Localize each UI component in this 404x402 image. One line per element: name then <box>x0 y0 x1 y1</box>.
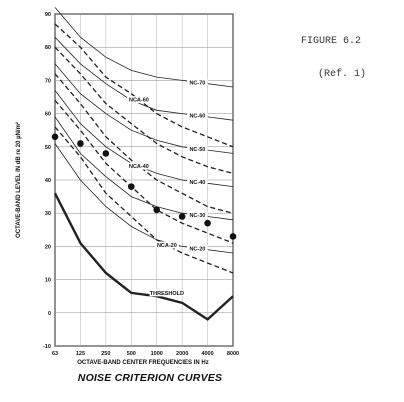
curve-label-bg <box>187 78 208 86</box>
y-tick-label: 90 <box>45 12 51 18</box>
curve-label-nc-50: NC-50 <box>189 147 205 153</box>
y-axis-title: OCTAVE-BAND LEVEL IN dB re 20 µN/m² <box>15 122 22 238</box>
curve-label-bg <box>187 145 208 153</box>
x-tick-label: 1000 <box>151 351 163 357</box>
series-line-nca-60 <box>54 23 234 148</box>
curve-label-bg <box>126 96 151 104</box>
y-tick-label: 30 <box>45 211 51 217</box>
series-line-nca-20 <box>54 126 234 274</box>
curve-label-nca-20: NCA-20 <box>157 243 177 249</box>
curve-label-bg <box>187 244 208 252</box>
curve-label-nc-30: NC-30 <box>189 213 205 219</box>
data-point <box>77 140 84 147</box>
y-tick-label: 10 <box>45 278 51 284</box>
data-point <box>51 133 59 141</box>
curve-label-nca-40: NCA-40 <box>129 164 149 170</box>
y-tick-label: -10 <box>43 344 51 350</box>
figure-label: FIGURE 6.2 <box>301 36 362 47</box>
curve-label-bg <box>154 241 179 249</box>
series-line-nca-40 <box>54 73 234 214</box>
y-tick-label: 60 <box>45 112 51 118</box>
y-tick-label: 0 <box>48 311 51 317</box>
x-tick-label: 500 <box>127 351 136 357</box>
curve-label-bg <box>187 211 208 219</box>
curve-label-bg <box>187 112 208 120</box>
x-axis-title: OCTAVE-BAND CENTER FREQUENCIES IN Hz <box>77 360 208 366</box>
y-tick-label: 50 <box>45 145 51 151</box>
measured-points <box>51 133 237 240</box>
series-line-nc-60 <box>54 36 234 121</box>
x-tick-label: 250 <box>101 351 110 357</box>
y-tick-label: 20 <box>45 244 51 250</box>
curve-label-bg <box>149 289 185 297</box>
chart-title: NOISE CRITERION CURVES <box>77 372 223 384</box>
curve-label-threshold: THRESHOLD <box>150 291 184 297</box>
data-point <box>102 150 110 157</box>
tick-labels: -10 0 10 20 30 40 50 60 70 80 90 63 125 250 500 1000 200… <box>43 12 239 357</box>
x-tick-label: 2000 <box>176 351 188 357</box>
dashed-curve <box>54 46 234 175</box>
curve-label-nc-40: NC-40 <box>189 180 205 186</box>
y-tick-label: 70 <box>45 78 51 84</box>
reference-label: (Ref. 1) <box>318 69 367 80</box>
x-tick-label: 63 <box>52 351 58 357</box>
curve-label-nc-60: NC-60 <box>189 114 205 120</box>
data-point <box>153 206 161 214</box>
data-point <box>127 183 135 190</box>
data-point <box>178 213 186 220</box>
curve-label-nca-60: NCA-60 <box>129 98 149 104</box>
series-line-threshold <box>53 192 234 321</box>
x-tick-label: 125 <box>76 351 85 357</box>
y-tick-label: 80 <box>45 45 51 51</box>
data-point <box>229 233 237 240</box>
y-tick-label: 40 <box>45 178 51 184</box>
dashed-curve <box>54 99 234 244</box>
curve-label-nc-20: NC-20 <box>189 246 205 252</box>
data-point <box>204 219 211 227</box>
curve-label-bg <box>187 178 208 186</box>
curve-label-bg <box>126 162 151 170</box>
x-tick-label: 8000 <box>227 351 239 357</box>
curve-label-nc-70: NC-70 <box>189 80 205 86</box>
series-line-nc-50 <box>54 63 234 154</box>
x-tick-label: 4000 <box>201 351 213 357</box>
curve-labels: NC-70 NC-60 NC-50 NC-40 NC-30 NC-20 NCA-60 NCA-… <box>126 78 208 297</box>
